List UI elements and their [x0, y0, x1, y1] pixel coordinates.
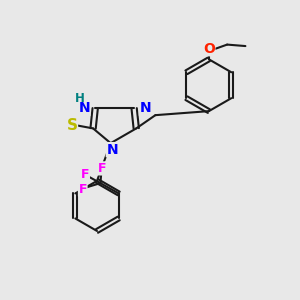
Text: H: H [75, 92, 85, 106]
Text: F: F [79, 183, 87, 196]
Text: S: S [66, 118, 77, 133]
Text: O: O [203, 42, 215, 56]
Text: F: F [98, 162, 106, 175]
Text: F: F [81, 168, 89, 182]
Text: N: N [78, 101, 90, 116]
Text: N: N [140, 101, 151, 116]
Text: N: N [106, 143, 118, 157]
